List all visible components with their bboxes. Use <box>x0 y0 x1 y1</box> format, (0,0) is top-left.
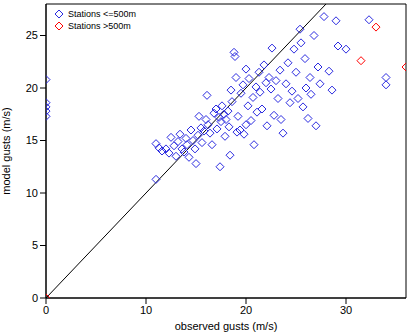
svg-text:model gusts (m/s): model gusts (m/s) <box>8 107 12 194</box>
svg-text:5: 5 <box>32 239 38 251</box>
html-text:Stations <=500m: Stations <=500m <box>68 9 136 19</box>
svg-text:10: 10 <box>140 304 152 316</box>
svg-text:15: 15 <box>26 134 38 146</box>
html-text:Stations >500m: Stations >500m <box>68 21 131 31</box>
svg-text:25: 25 <box>26 29 38 41</box>
svg-text:20: 20 <box>240 304 252 316</box>
svg-text:0: 0 <box>43 304 49 316</box>
svg-text:0: 0 <box>32 292 38 304</box>
svg-text:10: 10 <box>26 187 38 199</box>
svg-text:30: 30 <box>340 304 352 316</box>
svg-text:20: 20 <box>26 82 38 94</box>
svg-text:observed gusts (m/s): observed gusts (m/s) <box>175 320 278 332</box>
